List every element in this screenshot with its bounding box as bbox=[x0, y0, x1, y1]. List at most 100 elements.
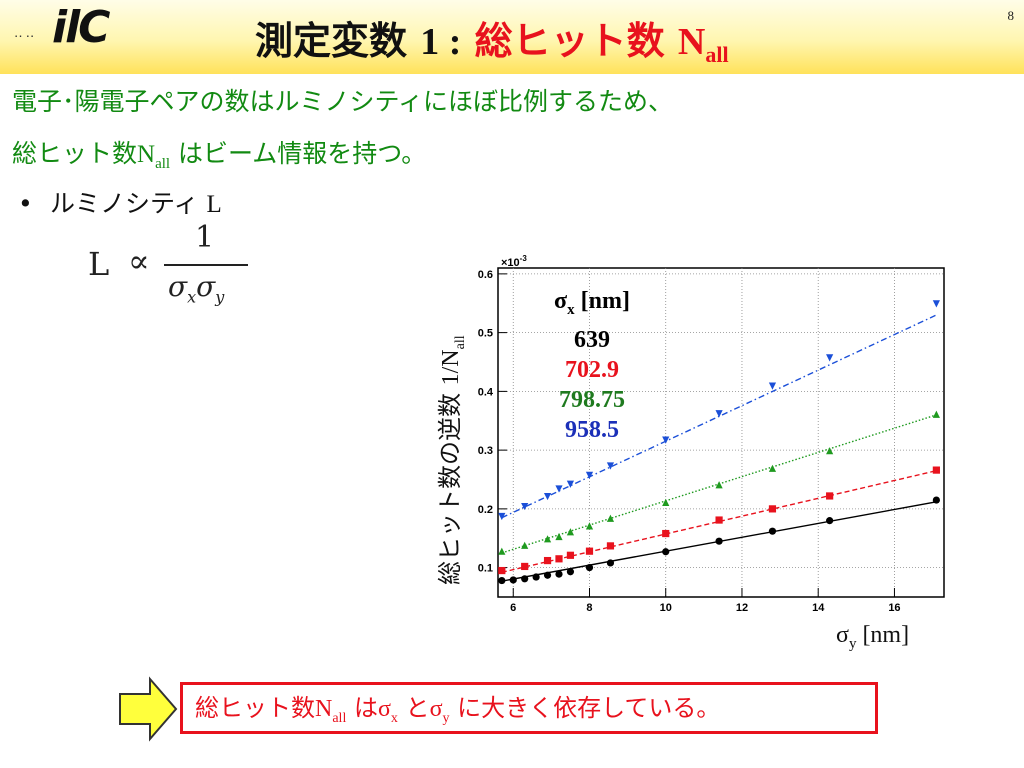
y-tick-label: 0.1 bbox=[478, 563, 493, 575]
x-axis-title: σy [nm] bbox=[836, 622, 909, 653]
bullet-dot: • bbox=[18, 189, 33, 218]
x-axis-sub: y bbox=[848, 635, 857, 652]
data-point bbox=[606, 514, 615, 522]
y-axis-title-jp: 総ヒット数の逆数 bbox=[436, 393, 464, 585]
hit-count-chart: 6 8 10 12 14 16 0.1 0.2 0.3 0.4 0.5 0.6 ×10-3 bbox=[478, 254, 945, 614]
conclusion-mid1: は bbox=[346, 694, 378, 722]
data-point bbox=[532, 573, 540, 581]
data-point bbox=[543, 571, 552, 579]
title-bar bbox=[0, 0, 1024, 74]
y-axis-title-sub: all bbox=[452, 335, 468, 350]
data-point bbox=[768, 527, 777, 535]
data-point bbox=[715, 410, 723, 418]
formula-relation: ∝ bbox=[128, 242, 150, 280]
y-exponent-label: ×10-3 bbox=[501, 254, 527, 269]
legend-unit: [nm] bbox=[574, 288, 630, 314]
x-tick-label: 16 bbox=[888, 602, 900, 614]
data-point bbox=[498, 547, 506, 555]
conclusion-post: に大きく依存している。 bbox=[449, 694, 721, 722]
grid-lines bbox=[498, 268, 944, 597]
title-number: 1 : bbox=[420, 21, 462, 63]
title-black: 測定変数 bbox=[255, 19, 408, 63]
y-tick-label: 0.4 bbox=[478, 386, 494, 398]
formula-sigma-1: σ bbox=[168, 270, 188, 303]
x-axis-unit: [nm] bbox=[856, 622, 910, 648]
conclusion-N-sub: all bbox=[332, 710, 347, 726]
bullet-L: L bbox=[206, 191, 222, 218]
conclusion-box: 総ヒット数Nall はσx とσy に大きく依存している。 bbox=[180, 682, 878, 734]
data-point bbox=[566, 528, 575, 536]
data-point bbox=[662, 548, 670, 556]
data-point bbox=[543, 492, 552, 501]
data-point bbox=[521, 562, 529, 571]
legend-entry-958-5: 958.5 bbox=[565, 416, 619, 443]
formula-numerator: 1 bbox=[195, 220, 215, 255]
data-point bbox=[606, 462, 615, 470]
page-number: 8 bbox=[1007, 8, 1015, 23]
y-axis-title: 総ヒット数の逆数 1/Nall bbox=[430, 335, 469, 585]
data-point bbox=[543, 556, 552, 565]
data-point bbox=[555, 532, 563, 541]
data-point bbox=[932, 466, 940, 474]
data-point bbox=[932, 410, 940, 418]
y-tick-label: 0.5 bbox=[478, 328, 493, 340]
data-point bbox=[715, 537, 723, 545]
formula-sigma-2: σ bbox=[196, 270, 216, 303]
data-point bbox=[932, 300, 940, 308]
data-point bbox=[932, 496, 940, 504]
data-point bbox=[585, 564, 594, 572]
legend-sub: x bbox=[567, 301, 575, 318]
x-tick-label: 10 bbox=[660, 602, 672, 614]
bullet-luminosity: • ルミノシティ L bbox=[18, 184, 222, 220]
axis-ticks: 6 8 10 12 14 16 0.1 0.2 0.3 0.4 0.5 0.6 bbox=[478, 269, 901, 614]
data-point bbox=[662, 436, 670, 444]
data-point bbox=[555, 570, 563, 578]
data-point bbox=[826, 447, 834, 455]
data-point bbox=[826, 354, 834, 362]
luminosity-formula: L ∝ 1 σxσy bbox=[88, 220, 258, 315]
data-point bbox=[585, 522, 594, 530]
title-red-N: N bbox=[677, 21, 706, 63]
data-point bbox=[498, 512, 506, 521]
data-point bbox=[662, 529, 670, 538]
y-axis-title-math: 1/N bbox=[438, 349, 464, 386]
title-red-sub: all bbox=[705, 42, 729, 67]
x-axis-sigma: σ bbox=[836, 622, 849, 648]
formula-sub-x: x bbox=[187, 287, 197, 307]
right-arrow-icon bbox=[119, 676, 178, 742]
conclusion-pre: 総ヒット数 bbox=[195, 694, 315, 722]
data-point bbox=[521, 541, 529, 549]
conclusion-sigma-y: σ bbox=[429, 696, 443, 722]
data-points bbox=[498, 300, 940, 585]
data-point bbox=[606, 559, 615, 567]
formula-fraction-bar bbox=[164, 264, 248, 266]
legend-header: σx [nm] bbox=[512, 286, 672, 325]
fit-line-1 bbox=[501, 470, 937, 574]
slide-title: 測定変数 1 : 総ヒット数 Nall bbox=[255, 10, 729, 68]
line2-sub: all bbox=[155, 156, 171, 172]
x-tick-label: 6 bbox=[510, 602, 516, 614]
conclusion-sigma-y-sub: y bbox=[442, 710, 450, 726]
data-point bbox=[768, 464, 777, 472]
conclusion-mid2: と bbox=[397, 694, 430, 722]
data-point bbox=[498, 576, 506, 585]
data-point bbox=[521, 575, 529, 583]
data-point bbox=[555, 555, 563, 563]
data-point bbox=[606, 542, 615, 550]
data-point bbox=[543, 535, 552, 543]
x-tick-label: 8 bbox=[586, 602, 592, 614]
conclusion-sigma-x: σ bbox=[377, 696, 391, 722]
x-tick-label: 12 bbox=[736, 602, 748, 614]
data-point bbox=[566, 568, 575, 576]
body-line-1: 電子･陽電子ペアの数はルミノシティにほぼ比例するため、 bbox=[12, 87, 674, 116]
data-point bbox=[662, 498, 670, 506]
conclusion-N: N bbox=[315, 696, 333, 722]
logo-dots: ‥‥ bbox=[14, 26, 38, 41]
title-red-text: 総ヒット数 bbox=[474, 19, 665, 63]
legend-entry-702-9: 702.9 bbox=[565, 356, 619, 383]
data-point bbox=[555, 485, 563, 493]
data-point bbox=[585, 471, 594, 479]
chart-legend: σx [nm] 639 702.9 798.75 958.5 bbox=[512, 286, 672, 445]
body-line-2: 総ヒット数Nall はビーム情報を持つ。 bbox=[12, 134, 426, 173]
data-point bbox=[715, 516, 723, 524]
